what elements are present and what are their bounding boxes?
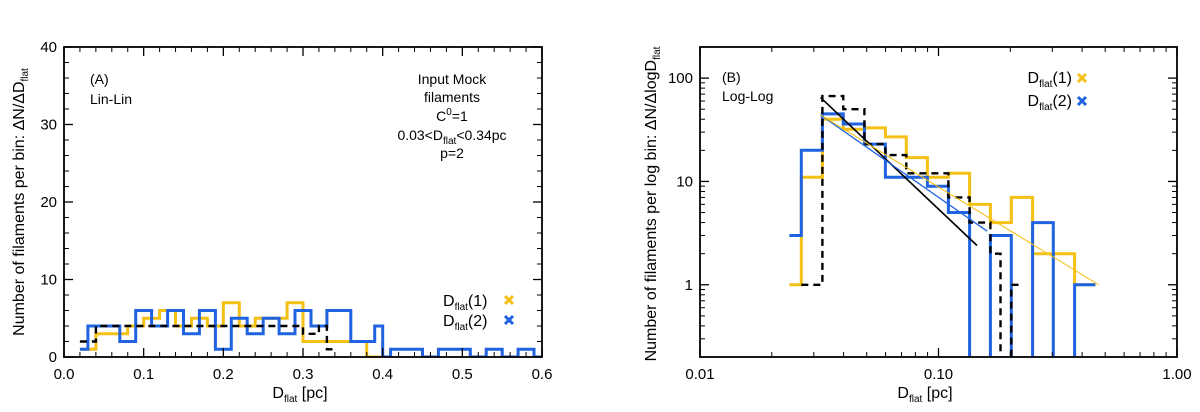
x-tick-label: 0.5 (452, 366, 473, 383)
y-tick-label: 30 (40, 117, 57, 134)
series-group (789, 94, 1100, 357)
annotation-line-5: p=2 (440, 145, 464, 161)
x-tick-label: 0.3 (293, 366, 314, 383)
legend-item-dflat2: Dflat(2) (1028, 93, 1072, 113)
x-tick-label: 0.6 (532, 366, 553, 383)
panel-b-legend: Dflat(1) Dflat(2) (1028, 70, 1088, 113)
y-tick-label: 40 (40, 39, 57, 56)
panel-a-axes: 0.0 0.1 0.2 0.3 0.4 0.5 0.6 0 10 20 30 40 (40, 39, 552, 383)
x-tick-label: 0.4 (372, 366, 393, 383)
panel-a-scale-label: Lin-Lin (90, 91, 132, 107)
fit-line-2 (820, 114, 988, 232)
c-superscript: 0 (446, 107, 452, 118)
panel-b-plot-area (789, 94, 1100, 357)
series-group (79, 301, 542, 357)
series-input-mock (79, 324, 335, 351)
panel-a-y-axis-title: Number of filaments per bin: ΔN/ΔDflat (11, 68, 31, 336)
panel-a-x-axis-title: Dflat [pc] (272, 385, 327, 405)
annotation-line-1: Input Mock (418, 71, 487, 87)
fit-line-1 (819, 96, 978, 247)
y-tick-label: 0 (49, 349, 57, 366)
panel-b-y-axis-title: Number of filaments per log bin: ΔN/Δlog… (643, 46, 663, 361)
x-tick-label: 0.10 (924, 366, 953, 383)
panel-a-label: (A) (90, 71, 109, 87)
legend-marker-dflat1 (503, 294, 515, 306)
annotation-line-3: C0=1 (436, 107, 468, 124)
range-subscript: flat (443, 136, 457, 147)
panel-b: 0.01 0.10 1.00 1 10 100 (B) Log-Log Dflat(1) … (643, 46, 1192, 405)
x-tick-label: 1.00 (1162, 366, 1191, 383)
series-input-mock (801, 94, 1022, 357)
panel-a: 0.0 0.1 0.2 0.3 0.4 0.5 0.6 0 10 20 30 40 (A) Lin-L… (11, 39, 552, 405)
y-tick-label: 20 (40, 194, 57, 211)
y-tick-label: 1 (685, 277, 693, 294)
x-tick-label: 0.0 (54, 366, 75, 383)
legend-item-dflat1: Dflat(1) (1028, 70, 1072, 90)
y-tick-label: 10 (40, 272, 57, 289)
fit-line-3 (820, 114, 1100, 286)
series-dflat-2- (789, 112, 1096, 357)
range-low: 0.03<D (397, 127, 443, 143)
panel-a-legend: Dflat(1) Dflat(2) (443, 293, 515, 333)
panel-a-annotation: Input Mock filaments C0=1 0.03<Dflat<0.3… (397, 71, 506, 161)
annotation-line-4: 0.03<Dflat<0.34pc (397, 127, 506, 147)
legend-item-dflat2: Dflat(2) (443, 313, 487, 333)
x-tick-label: 0.01 (685, 366, 714, 383)
annotation-line-2: filaments (424, 89, 480, 105)
panel-b-scale-label: Log-Log (722, 88, 773, 104)
legend-marker-dflat1 (1076, 72, 1088, 84)
y-tick-label: 100 (668, 70, 693, 87)
range-high: <0.34pc (456, 127, 506, 143)
panel-b-label: (B) (722, 69, 741, 85)
panel-a-plot-area (79, 301, 542, 357)
c-symbol: C (436, 108, 446, 124)
legend-item-dflat1: Dflat(1) (443, 293, 487, 313)
series-dflat-2- (79, 309, 542, 357)
x-tick-label: 0.2 (213, 366, 234, 383)
panel-b-x-axis-title: Dflat [pc] (897, 385, 952, 405)
c-value: =1 (452, 108, 468, 124)
panel-b-axes: 0.01 0.10 1.00 1 10 100 (668, 46, 1192, 383)
y-tick-label: 10 (676, 173, 693, 190)
legend-marker-dflat2 (1076, 95, 1088, 107)
legend-marker-dflat2 (503, 314, 515, 326)
x-tick-label: 0.1 (133, 366, 154, 383)
series-dflat-1- (789, 117, 1096, 287)
